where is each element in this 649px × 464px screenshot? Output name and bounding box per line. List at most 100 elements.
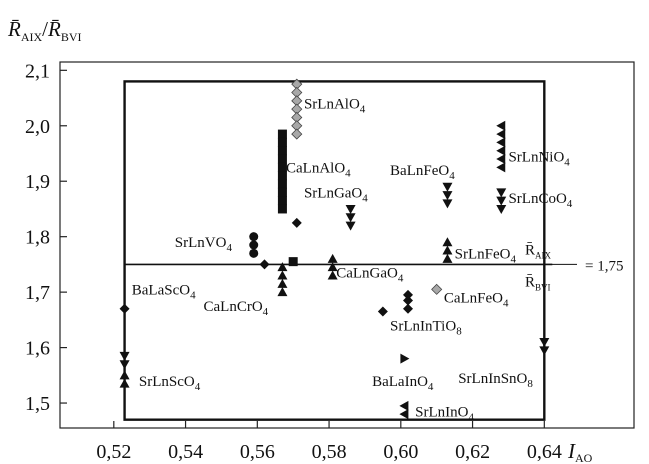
x-tick-labels: 0,52 0,54 0,56 0,58 0,60 0,62 0,64 <box>96 421 562 463</box>
marker-square <box>277 196 287 206</box>
marker-triangle-up <box>277 270 288 280</box>
y-tick-label: 1,7 <box>25 282 50 304</box>
marker-triangle-up <box>119 378 130 388</box>
y-tick-label: 2,1 <box>25 60 50 82</box>
compound-label: SrLnCoO4 <box>508 191 572 210</box>
marker-triangle-left <box>496 120 506 131</box>
compound-labels: SrLnAlO4 CaLnAlO4 SrLnGaO4 BaLnFeO4 SrLnNiO4… <box>132 97 573 424</box>
marker-circle <box>249 232 259 242</box>
x-tick-label: 0,56 <box>240 441 275 463</box>
compound-label: BaLnFeO4 <box>390 163 455 182</box>
compound-label: CaLnCrO4 <box>204 299 269 318</box>
marker-diamond-gray <box>431 283 443 295</box>
marker-square <box>277 204 287 214</box>
y-tick-label: 1,9 <box>25 171 50 193</box>
marker-triangle-up <box>327 262 338 272</box>
data-points <box>119 78 550 420</box>
compound-label: BaLaInO4 <box>372 374 434 393</box>
marker-triangle-up <box>327 270 338 280</box>
marker-circle <box>249 248 259 258</box>
marker-triangle-down <box>442 199 453 209</box>
x-tick-label: 0,58 <box>312 441 347 463</box>
x-tick-label: 0,54 <box>168 441 203 463</box>
y-tick-label: 1,5 <box>25 393 50 415</box>
marker-square <box>277 162 287 172</box>
marker-triangle-down <box>496 196 507 206</box>
marker-triangle-down <box>539 338 550 348</box>
marker-triangle-up <box>277 262 288 272</box>
marker-triangle-down <box>496 188 507 198</box>
marker-square <box>277 179 287 189</box>
threshold-value: = 1,75 <box>585 258 623 274</box>
marker-square <box>288 257 298 267</box>
marker-triangle-up <box>277 287 288 297</box>
marker-triangle-down <box>442 182 453 192</box>
threshold-numerator: R̄AIX <box>525 242 552 260</box>
compound-label: SrLnFeO4 <box>455 246 517 265</box>
compound-label: CaLnAlO4 <box>286 160 351 179</box>
compound-label: SrLnScO4 <box>139 374 201 393</box>
marker-triangle-left <box>496 162 506 173</box>
marker-diamond-black <box>402 289 413 300</box>
marker-square <box>277 137 287 147</box>
x-tick-label: 0,62 <box>455 441 490 463</box>
x-tick-label: 0,64 <box>527 441 562 463</box>
compound-label: SrLnInO4 <box>415 404 474 423</box>
threshold-annotation: R̄AIX R̄BVI = 1,75 <box>515 242 623 292</box>
y-tick-labels: 1,5 1,6 1,7 1,8 1,9 2,0 2,1 <box>25 60 67 415</box>
marker-triangle-left <box>399 409 409 420</box>
marker-triangle-up <box>442 245 453 255</box>
compound-label: SrLnNiO4 <box>508 149 570 168</box>
marker-square <box>277 187 287 197</box>
boundary-rect <box>123 80 546 421</box>
marker-triangle-left <box>496 129 506 140</box>
marker-diamond-black <box>402 303 413 314</box>
marker-triangle-up <box>119 370 130 380</box>
x-tick-label: 0,52 <box>96 441 131 463</box>
compound-label: SrLnVO4 <box>175 235 233 254</box>
marker-triangle-up <box>277 278 288 288</box>
compound-label: CaLnGaO4 <box>336 266 404 285</box>
plot-frame <box>59 61 635 429</box>
y-tick-label: 1,8 <box>25 227 50 249</box>
marker-triangle-down <box>496 204 507 214</box>
compound-label: SrLnGaO4 <box>304 185 368 204</box>
marker-diamond-black <box>259 259 270 270</box>
marker-triangle-left <box>496 137 506 148</box>
marker-triangle-down <box>345 213 356 223</box>
marker-triangle-up <box>327 253 338 263</box>
compound-label: SrLnInTiO8 <box>390 318 462 337</box>
marker-triangle-down <box>539 346 550 356</box>
marker-diamond-black <box>291 217 302 228</box>
plot-border <box>59 61 635 429</box>
marker-triangle-left <box>399 400 409 411</box>
marker-diamond-gray <box>291 128 303 140</box>
compound-label: CaLnFeO4 <box>444 291 509 310</box>
threshold-denominator: R̄BVI <box>525 274 551 292</box>
y-axis-label: R̄AIX/R̄BVI <box>7 17 82 44</box>
compound-label: BaLaScO4 <box>132 282 196 301</box>
boundary-box <box>123 80 546 421</box>
marker-triangle-up <box>442 253 453 263</box>
marker-triangle-up <box>442 237 453 247</box>
marker-triangle-down <box>119 360 130 370</box>
marker-diamond-black <box>402 295 413 306</box>
marker-triangle-right <box>400 353 410 364</box>
x-axis-label: IAO <box>567 439 593 464</box>
x-axis-label-text: IAO <box>567 439 593 464</box>
marker-diamond-black <box>119 303 130 314</box>
marker-triangle-left <box>496 154 506 165</box>
marker-triangle-down <box>345 221 356 231</box>
marker-triangle-left <box>496 145 506 156</box>
compound-label: SrLnInSnO8 <box>458 371 533 390</box>
y-tick-label: 2,0 <box>25 116 50 138</box>
marker-triangle-down <box>119 351 130 361</box>
compound-label: SrLnAlO4 <box>304 97 366 116</box>
marker-triangle-down <box>345 204 356 214</box>
marker-circle <box>249 240 259 250</box>
marker-square <box>277 154 287 164</box>
y-tick-label: 1,6 <box>25 338 50 360</box>
marker-square <box>277 129 287 139</box>
marker-square <box>277 171 287 181</box>
